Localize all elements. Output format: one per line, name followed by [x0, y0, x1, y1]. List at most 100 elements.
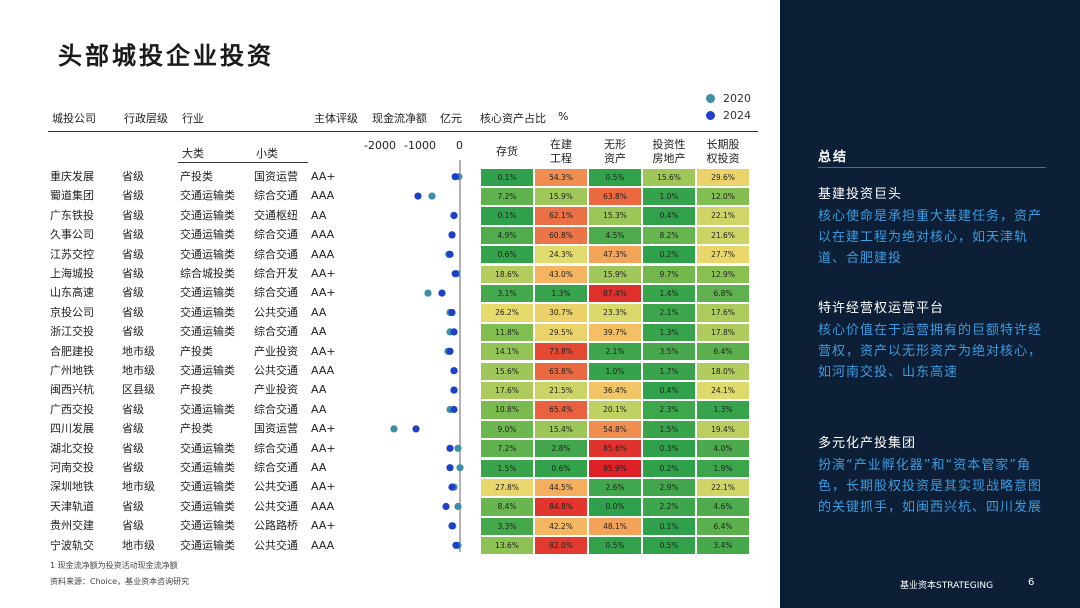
row-major: 交通运输类 [180, 519, 235, 533]
asset-share-cell: 2.6% [588, 477, 642, 498]
row-major: 交通运输类 [180, 228, 235, 242]
row-company: 重庆发展 [50, 170, 94, 183]
asset-share-cell: 0.4% [642, 380, 696, 401]
dot-2024 [450, 405, 458, 414]
row-company: 四川发展 [50, 422, 94, 436]
row-rating: AA+ [311, 422, 336, 436]
row-major: 交通运输类 [180, 538, 235, 552]
row-major: 交通运输类 [180, 441, 235, 455]
header-minor: 小类 [256, 147, 278, 160]
asset-share-cell: 26.2% [480, 303, 534, 323]
dot-2024 [448, 483, 456, 491]
asset-share-cell: 7.2% [480, 186, 534, 207]
x-tick-label: 0 [456, 139, 463, 152]
asset-share-cell: 21.5% [534, 380, 588, 401]
asset-share-cell: 1.5% [642, 419, 696, 440]
asset-share-cell: 3.5% [642, 342, 696, 362]
row-rating: AAA [311, 189, 335, 203]
asset-share-cell: 17.8% [696, 322, 750, 343]
row-level: 省级 [122, 267, 144, 280]
asset-share-cell: 15.6% [480, 361, 534, 381]
dot-2024 [446, 250, 454, 258]
asset-share-cell: 22.1% [696, 206, 750, 226]
asset-share-cell: 60.8% [534, 225, 588, 246]
asset-share-cell: 27.8% [480, 477, 534, 498]
asset-share-cell: 27.7% [696, 245, 750, 265]
legend-label-2024: 2024 [723, 109, 751, 122]
row-rating: AA+ [311, 267, 336, 280]
header-major: 大类 [182, 147, 204, 160]
asset-share-cell: 65.4% [534, 400, 588, 420]
row-rating: AA+ [311, 170, 336, 183]
row-level: 省级 [122, 247, 144, 261]
brand-logo-text: 基业资本STRATEGING [900, 581, 994, 591]
asset-share-cell: 0.0% [588, 497, 642, 517]
summary-head-2: 特许经营权运营平台 [818, 301, 945, 316]
dot-2024 [452, 541, 460, 549]
asset-share-cell: 18.0% [696, 361, 750, 381]
header-cashflow: 现金流净额 [372, 112, 427, 125]
row-level: 省级 [122, 441, 144, 455]
row-major: 交通运输类 [180, 325, 235, 339]
asset-share-cell: 2.2% [642, 497, 696, 517]
asset-share-cell: 3.4% [696, 536, 750, 556]
row-major: 产投类 [180, 422, 213, 436]
page-number: 6 [1028, 577, 1035, 588]
row-minor: 公共交通 [254, 364, 298, 377]
asset-share-cell: 0.1% [642, 516, 696, 537]
asset-share-cell: 1.0% [588, 361, 642, 381]
asset-share-cell: 6.4% [696, 516, 750, 537]
asset-share-cell: 0.2% [642, 458, 696, 478]
cashflow-dot-chart [390, 160, 464, 552]
row-level: 省级 [122, 286, 144, 300]
summary-title: 总结 [818, 150, 849, 165]
subheader-underline [178, 162, 308, 163]
asset-share-cell: 18.6% [480, 264, 534, 284]
asset-share-cell: 43.0% [534, 264, 588, 284]
legend-item-2020: 2020 [706, 90, 751, 107]
legend-label-2020: 2020 [723, 92, 751, 105]
asset-column-header: 在建 工程 [550, 138, 572, 165]
asset-share-cell: 0.3% [642, 439, 696, 459]
row-level: 省级 [122, 422, 144, 436]
dot-2024 [450, 328, 458, 336]
dot-2020 [428, 192, 436, 200]
row-minor: 综合交通 [254, 325, 298, 339]
row-company: 江苏交控 [50, 247, 94, 261]
row-major: 产投类 [180, 170, 213, 183]
row-minor: 综合交通 [254, 286, 298, 300]
asset-share-cell: 24.1% [696, 380, 750, 401]
asset-share-cell: 15.4% [534, 419, 588, 440]
asset-share-cell: 0.6% [534, 458, 588, 478]
legend-dot-2024 [706, 111, 715, 120]
row-company: 闽西兴杭 [50, 383, 94, 397]
asset-column-header: 无形 资产 [604, 138, 626, 165]
asset-share-cell: 47.3% [588, 245, 642, 265]
row-major: 交通运输类 [180, 305, 235, 319]
row-rating: AA [311, 305, 327, 319]
row-company: 深圳地铁 [50, 480, 94, 494]
row-rating: AA+ [311, 480, 336, 494]
row-minor: 综合交通 [254, 189, 298, 203]
asset-column-header: 投资性 房地产 [652, 138, 686, 165]
asset-share-cell: 85.6% [588, 439, 642, 459]
row-company: 宁波轨交 [50, 538, 94, 552]
dot-2024 [448, 231, 456, 239]
chart-legend: 2020 2024 [706, 90, 751, 124]
row-company: 湖北交投 [50, 441, 94, 455]
row-major: 交通运输类 [180, 247, 235, 261]
asset-column-header: 存货 [496, 145, 518, 158]
row-company: 天津轨道 [50, 499, 94, 513]
row-minor: 产业投资 [254, 383, 298, 397]
asset-share-cell: 63.8% [534, 361, 588, 381]
asset-share-cell: 3.3% [480, 516, 534, 537]
row-rating: AA+ [311, 519, 336, 533]
dot-2024 [442, 502, 450, 511]
row-level: 省级 [122, 519, 144, 533]
header-industry: 行业 [182, 112, 204, 125]
asset-share-cell: 10.8% [480, 400, 534, 420]
row-company: 河南交投 [50, 461, 94, 474]
asset-share-cell: 73.8% [534, 342, 588, 362]
dot-2024 [450, 386, 458, 394]
asset-share-cell: 23.3% [588, 303, 642, 323]
